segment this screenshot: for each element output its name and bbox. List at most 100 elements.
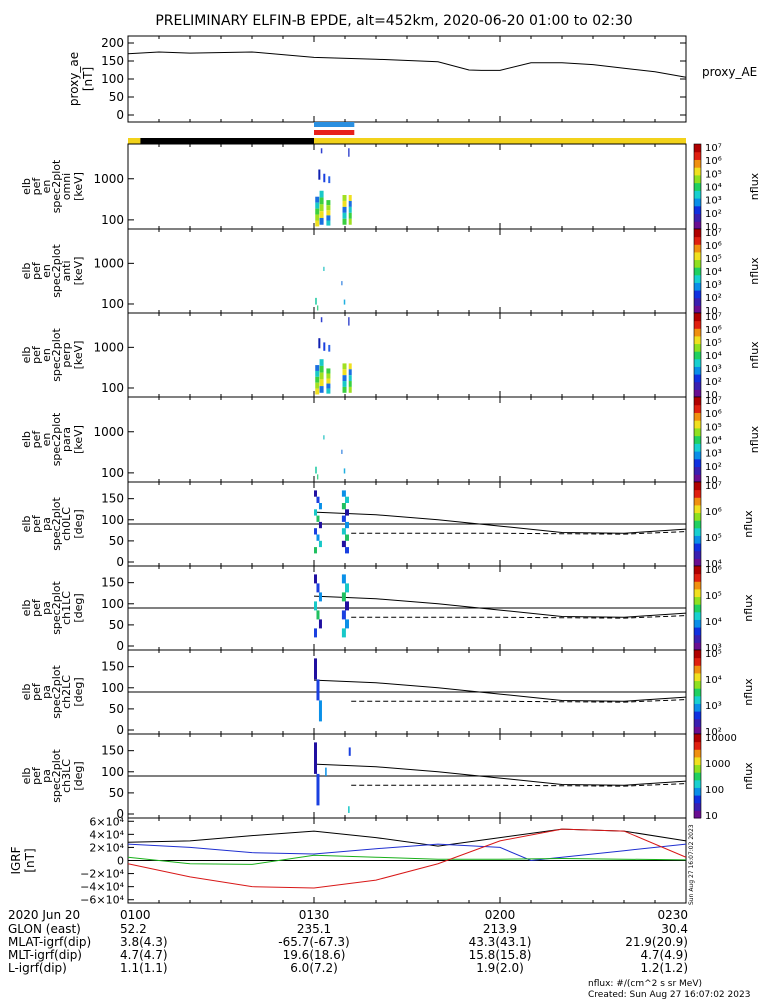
en_omni-colorbar-tick: 10⁴ bbox=[705, 183, 722, 194]
axis-row-value: 15.8(15.8) bbox=[469, 948, 532, 962]
pa_ch3-colorbar-cell bbox=[694, 795, 701, 804]
pa_ch1-colorbar-tick: 10⁶ bbox=[705, 565, 722, 576]
en_omni-colorbar-cell bbox=[694, 205, 701, 215]
en_anti-colorbar-cell bbox=[694, 259, 701, 268]
en_perp-flux-cell bbox=[315, 365, 320, 371]
igrf-yunit: [nT] bbox=[23, 848, 37, 872]
en_perp-colorbar-tick: 10² bbox=[705, 377, 722, 388]
axis-row-value: 21.9(20.9) bbox=[625, 935, 688, 949]
units-note: nflux: #/(cm^2 s sr MeV) bbox=[588, 979, 702, 989]
pa_ch3-ylabel-3: spec2plot bbox=[50, 749, 63, 803]
pa_ch0-flux-cell bbox=[314, 509, 317, 516]
proxy-ae-ytick-label: 0 bbox=[116, 108, 124, 122]
en_perp-colorbar-cell bbox=[694, 351, 701, 360]
pa_ch0-flux-cell bbox=[314, 547, 317, 554]
pa_ch0-colorbar-cell bbox=[694, 550, 701, 559]
pa_ch3-colorbar-cell bbox=[694, 756, 701, 766]
pa_ch3-ylabel-5: [deg] bbox=[72, 761, 85, 790]
pa_ch0-ylabel-0: elb bbox=[20, 516, 33, 533]
en_omni-flux-cell bbox=[319, 197, 324, 205]
en_omni-flux-cell bbox=[319, 217, 324, 225]
en_perp-colorbar-tick: 10⁷ bbox=[705, 312, 722, 323]
en_omni-colorbar-cell bbox=[694, 213, 701, 222]
pa_ch0-colorbar-tick: 10⁶ bbox=[705, 507, 722, 518]
en_omni-colorbar-tick: 10⁵ bbox=[705, 169, 722, 180]
pa_ch2-colorbar-cell bbox=[694, 688, 701, 697]
en_para-colorbar-cell bbox=[694, 404, 701, 413]
en_omni-flux-cell bbox=[342, 218, 347, 225]
pa_ch0-ytick-label: 0 bbox=[116, 555, 124, 569]
pa_ch1-ytick-label: 150 bbox=[101, 576, 124, 590]
pa_ch3-ylabel-0: elb bbox=[20, 768, 33, 785]
en_anti-colorbar-tick: 10⁷ bbox=[705, 228, 722, 239]
en_omni-ytick-label: 100 bbox=[101, 213, 124, 227]
axis-row-value: 19.6(18.6) bbox=[283, 948, 346, 962]
pa_ch0-flux-cell bbox=[316, 515, 320, 522]
en_omni-flux-cell bbox=[326, 210, 331, 216]
en_para-ylabel-5: [keV] bbox=[72, 425, 85, 454]
en_para-colorbar-cell bbox=[694, 451, 701, 460]
pa_ch2-ytick-label: 100 bbox=[101, 681, 124, 695]
en_perp-flux-cell bbox=[315, 370, 320, 377]
en_anti-colorbar-cell bbox=[694, 290, 701, 299]
pa_ch2-colorbar-label: nflux bbox=[742, 678, 755, 706]
pa_ch1-flux-cell bbox=[318, 592, 322, 602]
pa_ch2-colorbar-cell bbox=[694, 695, 701, 704]
en_perp-colorbar-cell bbox=[694, 335, 701, 345]
en_anti-ylabel-5: [keV] bbox=[72, 257, 85, 286]
pa_ch3-colorbar-tick: 10 bbox=[705, 811, 718, 822]
en_omni-ylabel-1: pef bbox=[30, 177, 43, 196]
axis-row-value: 4.7(4.9) bbox=[640, 948, 688, 962]
pa_ch2-ylabel-4: ch2LC bbox=[60, 675, 73, 709]
en_para-colorbar-cell bbox=[694, 466, 701, 475]
en_perp-flux-cell bbox=[348, 369, 352, 376]
en_perp-flux-cell bbox=[342, 381, 347, 387]
pa_ch3-colorbar-label: nflux bbox=[742, 762, 755, 790]
pa_ch2-colorbar-cell bbox=[694, 672, 701, 682]
en_anti-colorbar-cell bbox=[694, 236, 701, 245]
pa_ch3-colorbar-cell bbox=[694, 764, 701, 773]
igrf-ytick-label: −2×10⁴ bbox=[80, 868, 124, 881]
pa_ch1-loss-cone-line bbox=[313, 595, 687, 618]
en_omni-flux-cell bbox=[315, 196, 320, 203]
en_omni-colorbar-cell bbox=[694, 198, 701, 207]
pa_ch2-colorbar-cell bbox=[694, 703, 701, 712]
pa_ch3-ytick-label: 0 bbox=[116, 807, 124, 821]
axis-row-value: 1.2(1.2) bbox=[640, 961, 688, 975]
pa_ch0-colorbar-label: nflux bbox=[742, 510, 755, 538]
en_omni-colorbar-cell bbox=[694, 159, 701, 168]
pa_ch0-flux-cell bbox=[345, 521, 349, 529]
pa_ch2-ylabel-1: pef bbox=[30, 682, 43, 701]
pa_ch0-colorbar-cell bbox=[694, 543, 701, 552]
pa_ch2-colorbar-cell bbox=[694, 718, 701, 727]
en_perp-flux-cell bbox=[315, 382, 320, 389]
en_anti-colorbar-tick: 10⁶ bbox=[705, 241, 722, 252]
en_anti-colorbar-cell bbox=[694, 244, 701, 253]
pa_ch0-ytick-label: 100 bbox=[101, 513, 124, 527]
pa_ch0-flux-cell bbox=[345, 534, 349, 541]
en_omni-flux-cell bbox=[348, 206, 352, 213]
en_perp-frame bbox=[127, 312, 687, 398]
pa_ch1-colorbar-cell bbox=[694, 566, 701, 575]
en_omni-flux-cell bbox=[326, 205, 331, 211]
igrf-series-black bbox=[127, 828, 687, 847]
en_omni-flux-cell bbox=[328, 176, 331, 184]
en_para-colorbar-cell bbox=[694, 427, 701, 437]
pa_ch0-flux-cell bbox=[341, 515, 346, 522]
en_perp-flux-cell bbox=[348, 375, 352, 382]
side-stamp: Sun Aug 27 16:07:02 2023 bbox=[688, 824, 695, 905]
pa_ch0-flux-cell bbox=[318, 540, 322, 548]
en_perp-colorbar-cell bbox=[694, 320, 701, 329]
en_omni-flux-cell bbox=[348, 148, 350, 157]
en_perp-flux-cell bbox=[319, 379, 324, 387]
en_perp-ytick-label: 1000 bbox=[93, 340, 124, 354]
en_omni-flux-cell bbox=[342, 195, 347, 201]
pa_ch3-ylabel-2: pa bbox=[40, 769, 53, 783]
en_perp-ylabel-3: spec2plot bbox=[50, 328, 63, 382]
pa_ch2-colorbar-tick: 10³ bbox=[705, 701, 722, 712]
en_para-ytick-label: 1000 bbox=[93, 425, 124, 439]
en_perp-ylabel-2: en bbox=[40, 348, 53, 362]
igrf-series-blue bbox=[127, 843, 687, 862]
en_anti-flux-cell bbox=[323, 266, 325, 271]
en_perp-flux-cell bbox=[319, 359, 324, 366]
